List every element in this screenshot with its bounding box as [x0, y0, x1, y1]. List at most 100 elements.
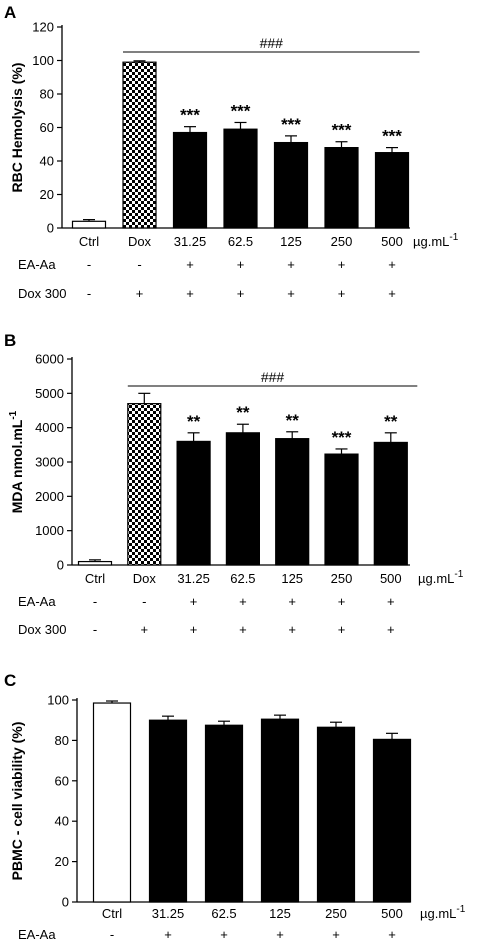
treatment-sign: +	[164, 927, 172, 942]
bar-125	[273, 141, 309, 229]
treatment-sign: +	[332, 927, 340, 942]
y-tick-label: 60	[40, 120, 54, 135]
treatment-sign: -	[93, 622, 97, 637]
significance-marker: ***	[281, 115, 301, 134]
treatment-sign: -	[93, 594, 97, 609]
x-category-label: 250	[331, 234, 353, 249]
treatment-row-label: Dox 300	[18, 286, 66, 301]
treatment-sign: +	[237, 286, 245, 301]
bar-62.5	[204, 724, 244, 903]
treatment-sign: +	[136, 286, 144, 301]
x-unit-label: µg.mL-1	[420, 904, 466, 921]
bar-Ctrl	[71, 220, 107, 229]
panel-letter: A	[4, 3, 16, 22]
bracket-label: ###	[260, 35, 284, 51]
treatment-sign: +	[287, 286, 295, 301]
x-category-label: 31.25	[152, 906, 185, 921]
x-category-label: Ctrl	[85, 571, 105, 586]
x-category-label: 500	[380, 571, 402, 586]
bar-125	[275, 438, 310, 566]
treatment-sign: -	[137, 257, 141, 272]
chart-panel-b: B MDA nmol.mL-1 0 1000 2000 3000 4000 5000 6000 C…	[4, 331, 464, 637]
x-category-label: 125	[269, 906, 291, 921]
bar-62.5	[223, 128, 258, 229]
y-tick-label: 6000	[35, 352, 64, 367]
y-tick-label: 20	[55, 854, 69, 869]
y-tick-label: 60	[55, 773, 69, 788]
y-tick-label: 40	[40, 154, 54, 169]
y-tick-label: 3000	[35, 455, 64, 470]
treatment-sign: +	[239, 594, 247, 609]
x-category-label: 62.5	[228, 234, 253, 249]
chart-panel-a: A RBC Hemolysis (%) 0 20 40 60 80 100 120 Ctrl Dox…	[4, 3, 459, 301]
significance-marker: **	[286, 411, 300, 430]
x-category-label: Ctrl	[79, 234, 99, 249]
bar-Dox	[127, 403, 162, 566]
treatment-sign: +	[287, 257, 295, 272]
treatment-sign: -	[87, 286, 91, 301]
significance-marker: ***	[382, 127, 402, 146]
treatment-sign: +	[388, 927, 396, 942]
x-category-label: 62.5	[211, 906, 236, 921]
treatment-row-label: Dox 300	[18, 622, 66, 637]
x-unit-label: µg.mL-1	[418, 569, 464, 586]
treatment-sign: +	[141, 622, 149, 637]
y-tick-label: 40	[55, 814, 69, 829]
treatment-sign: +	[220, 927, 228, 942]
treatment-sign: -	[142, 594, 146, 609]
treatment-row-label: EA-Aa	[18, 927, 56, 942]
x-category-label: 31.25	[174, 234, 207, 249]
significance-marker: ***	[332, 428, 352, 447]
x-category-label: 500	[381, 234, 403, 249]
significance-marker: **	[384, 412, 398, 431]
treatment-sign: +	[288, 594, 296, 609]
x-unit-label: µg.mL-1	[413, 232, 459, 249]
bar-Ctrl	[77, 560, 113, 566]
treatment-sign: +	[388, 257, 396, 272]
y-tick-label: 0	[57, 558, 64, 573]
bar-31.25	[172, 131, 208, 229]
y-tick-label: 100	[32, 53, 54, 68]
x-category-label: 125	[280, 234, 302, 249]
significance-marker: ***	[231, 101, 251, 120]
x-category-label: 250	[331, 571, 353, 586]
treatment-sign: +	[186, 257, 194, 272]
x-category-label: 500	[381, 906, 403, 921]
treatment-sign: +	[190, 594, 198, 609]
x-category-label: Dox	[128, 234, 152, 249]
chart-panel-c: C PBMC - cell viability (%) 0 20 40 60 80 100 Ct…	[4, 671, 466, 942]
x-unit-exponent: -1	[456, 904, 465, 915]
x-category-label: 250	[325, 906, 347, 921]
x-category-label: Ctrl	[102, 906, 122, 921]
y-axis-label-exponent: -1	[8, 410, 19, 419]
treatment-row-label: EA-Aa	[18, 594, 56, 609]
y-axis-label: RBC Hemolysis (%)	[9, 63, 25, 193]
panel-letter: C	[4, 671, 16, 690]
significance-marker: **	[187, 412, 201, 431]
y-tick-label: 4000	[35, 420, 64, 435]
treatment-sign: +	[388, 286, 396, 301]
x-category-label: 62.5	[230, 571, 255, 586]
significance-marker: ***	[332, 121, 352, 140]
bar-31.25	[176, 440, 211, 566]
bar-250	[324, 453, 359, 566]
significance-marker: **	[236, 403, 250, 422]
y-tick-label: 1000	[35, 523, 64, 538]
treatment-sign: +	[276, 927, 284, 942]
x-category-label: 31.25	[177, 571, 210, 586]
panel-letter: B	[4, 331, 16, 350]
bar-Ctrl	[92, 702, 132, 903]
treatment-sign: +	[186, 286, 194, 301]
y-tick-label: 5000	[35, 386, 64, 401]
bar-500	[373, 441, 408, 566]
significance-marker: ***	[180, 106, 200, 125]
treatment-sign: +	[288, 622, 296, 637]
treatment-sign: -	[110, 927, 114, 942]
x-unit-exponent: -1	[454, 569, 463, 580]
x-category-label: Dox	[133, 571, 157, 586]
y-axis-label: MDA nmol.mL-1	[8, 410, 25, 513]
bar-Dox	[122, 61, 157, 229]
y-tick-label: 120	[32, 20, 54, 35]
treatment-sign: -	[87, 257, 91, 272]
